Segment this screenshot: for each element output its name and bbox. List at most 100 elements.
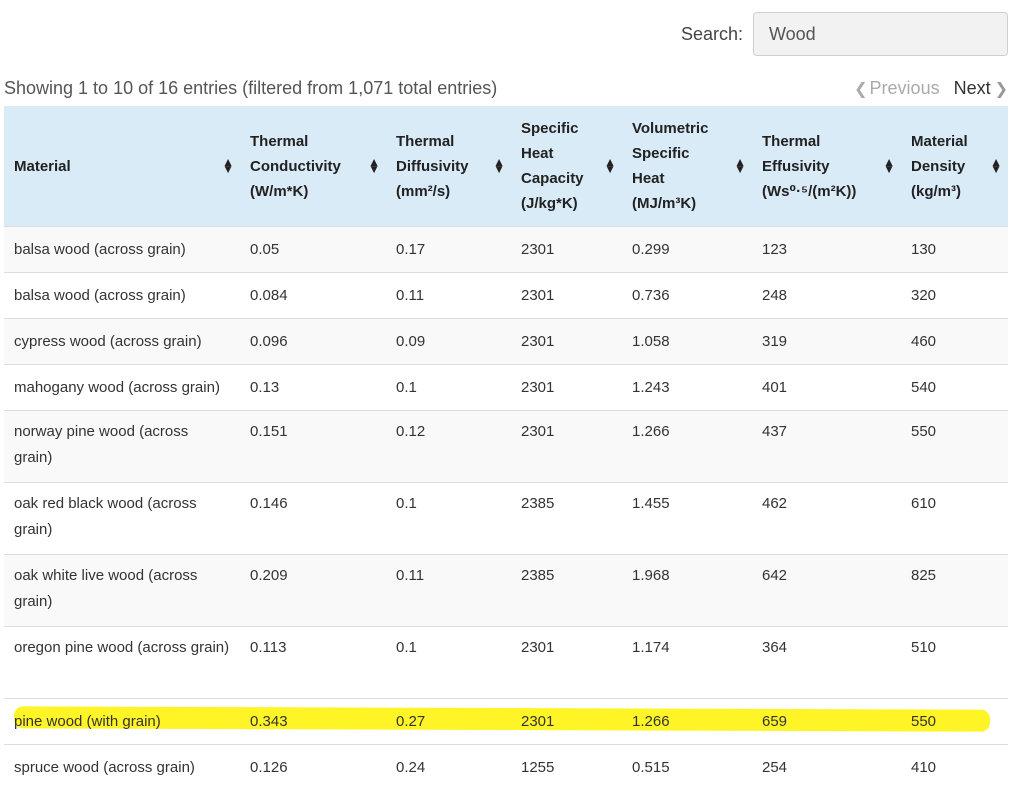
- column-header-text: Material: [911, 132, 968, 150]
- previous-label: Previous: [869, 78, 940, 98]
- table-header-row: Material ▲ ▼ Thermal Conductivity (W/m*K) ▲ ▼ …: [4, 106, 1008, 227]
- cell-value: 2301: [511, 364, 622, 411]
- cell-value: 0.146: [240, 482, 386, 555]
- col-header-material-density[interactable]: Material Density (kg/m³) ▲ ▼: [901, 106, 1008, 227]
- sort-icon: ▲ ▼: [883, 155, 895, 176]
- table-row: cypress wood (across grain) 0.096 0.09 2301…: [4, 318, 1008, 365]
- cell-value: 2301: [511, 318, 622, 365]
- cell-value: 0.1: [386, 626, 511, 699]
- cell-value: 0.05: [240, 226, 386, 273]
- chevron-right-icon: ❯: [994, 80, 1008, 98]
- cell-material: norway pine wood (across grain): [4, 410, 240, 483]
- materials-table: Material ▲ ▼ Thermal Conductivity (W/m*K) ▲ ▼ …: [4, 106, 1008, 791]
- cell-value: 0.151: [240, 410, 386, 483]
- column-header-text: Thermal: [250, 132, 309, 150]
- cell-material: balsa wood (across grain): [4, 272, 240, 319]
- cell-value: 0.13: [240, 364, 386, 411]
- cell-value: 1.266: [622, 410, 752, 483]
- cell-value: 1.266: [622, 698, 752, 745]
- search-box: Search:: [681, 12, 1008, 56]
- cell-value: 462: [752, 482, 901, 555]
- cell-value: 0.11: [386, 272, 511, 319]
- cell-value: 0.113: [240, 626, 386, 699]
- cell-material: spruce wood (across grain): [4, 744, 240, 791]
- table-row: balsa wood (across grain) 0.084 0.11 2301 0.…: [4, 272, 1008, 319]
- chevron-left-icon: ❮: [854, 80, 868, 98]
- cell-value: 123: [752, 226, 901, 273]
- cell-material: cypress wood (across grain): [4, 318, 240, 365]
- column-header-text: Specific: [632, 145, 690, 162]
- cell-value: 364: [752, 626, 901, 699]
- cell-material: balsa wood (across grain): [4, 226, 240, 273]
- col-header-material[interactable]: Material ▲ ▼: [4, 106, 240, 227]
- column-header-text: (Ws⁰·⁵/(m²K)): [762, 182, 857, 200]
- cell-value: 0.736: [622, 272, 752, 319]
- column-header-text: Thermal: [396, 132, 455, 150]
- cell-value: 0.1: [386, 364, 511, 411]
- cell-material: oak white live wood (across grain): [4, 554, 240, 627]
- column-header-text: (J/kg*K): [521, 195, 578, 212]
- cell-value: 2301: [511, 626, 622, 699]
- column-header-text: (kg/m³): [911, 182, 961, 200]
- cell-value: 0.1: [386, 482, 511, 555]
- cell-value: 1255: [511, 744, 622, 791]
- cell-value: 0.343: [240, 698, 386, 745]
- cell-material: pine wood (with grain): [4, 698, 240, 745]
- cell-value: 1.058: [622, 318, 752, 365]
- cell-value: 0.126: [240, 744, 386, 791]
- cell-value: 319: [752, 318, 901, 365]
- cell-value: 130: [901, 226, 1008, 273]
- column-header-text: Diffusivity: [396, 157, 469, 175]
- cell-value: 659: [752, 698, 901, 745]
- column-header-text: Heat: [632, 170, 665, 187]
- table-row-highlighted: pine wood (with grain) 0.343 0.27 2301 1.266…: [4, 698, 1008, 745]
- cell-value: 1.968: [622, 554, 752, 627]
- cell-value: 0.096: [240, 318, 386, 365]
- cell-value: 642: [752, 554, 901, 627]
- column-header-text: Volumetric: [632, 120, 709, 137]
- col-header-thermal-diffusivity[interactable]: Thermal Diffusivity (mm²/s) ▲ ▼: [386, 106, 511, 227]
- cell-value: 410: [901, 744, 1008, 791]
- table-row: oak white live wood (across grain) 0.209 0…: [4, 554, 1008, 627]
- table-row: norway pine wood (across grain) 0.151 0.12…: [4, 410, 1008, 483]
- col-header-thermal-effusivity[interactable]: Thermal Effusivity (Ws⁰·⁵/(m²K)) ▲ ▼: [752, 106, 901, 227]
- column-header-text: (MJ/m³K): [632, 195, 697, 212]
- table-row: oak red black wood (across grain) 0.146 0.…: [4, 482, 1008, 555]
- table-row: mahogany wood (across grain) 0.13 0.1 2301 1…: [4, 364, 1008, 411]
- cell-value: 254: [752, 744, 901, 791]
- table-row: spruce wood (across grain) 0.126 0.24 1255 0…: [4, 744, 1008, 791]
- cell-value: 1.455: [622, 482, 752, 555]
- next-label: Next: [953, 78, 991, 98]
- cell-value: 0.084: [240, 272, 386, 319]
- sort-icon: ▲ ▼: [222, 155, 234, 176]
- col-header-thermal-conductivity[interactable]: Thermal Conductivity (W/m*K) ▲ ▼: [240, 106, 386, 227]
- cell-value: 550: [901, 410, 1008, 483]
- column-header-text: Effusivity: [762, 157, 830, 175]
- cell-value: 2301: [511, 410, 622, 483]
- cell-value: 320: [901, 272, 1008, 319]
- column-header-text: Conductivity: [250, 157, 341, 175]
- column-header-text: Density: [911, 157, 966, 175]
- cell-value: 248: [752, 272, 901, 319]
- next-button[interactable]: Next ❯: [954, 78, 1008, 99]
- search-input[interactable]: [753, 12, 1008, 56]
- previous-button[interactable]: ❮ Previous: [854, 78, 939, 99]
- cell-value: 437: [752, 410, 901, 483]
- sort-icon: ▲ ▼: [604, 155, 616, 176]
- table-info: Showing 1 to 10 of 16 entries (filtered …: [4, 78, 498, 98]
- cell-value: 0.12: [386, 410, 511, 483]
- column-header-text: (mm²/s): [396, 182, 451, 200]
- cell-value: 1.243: [622, 364, 752, 411]
- pagination: ❮ Previous Next ❯: [854, 78, 1008, 99]
- sort-icon: ▲ ▼: [368, 155, 380, 176]
- col-header-specific-heat-capacity[interactable]: Specific Heat Capacity (J/kg*K) ▲ ▼: [511, 106, 622, 227]
- sort-icon: ▲ ▼: [734, 155, 746, 176]
- cell-value: 0.24: [386, 744, 511, 791]
- sort-icon: ▲ ▼: [990, 155, 1002, 176]
- column-header-text: Heat: [521, 145, 554, 162]
- column-header-text: Thermal: [762, 132, 821, 150]
- cell-value: 460: [901, 318, 1008, 365]
- column-header-text: Capacity: [521, 170, 584, 187]
- cell-value: 2301: [511, 226, 622, 273]
- col-header-volumetric-specific-heat[interactable]: Volumetric Specific Heat (MJ/m³K) ▲ ▼: [622, 106, 752, 227]
